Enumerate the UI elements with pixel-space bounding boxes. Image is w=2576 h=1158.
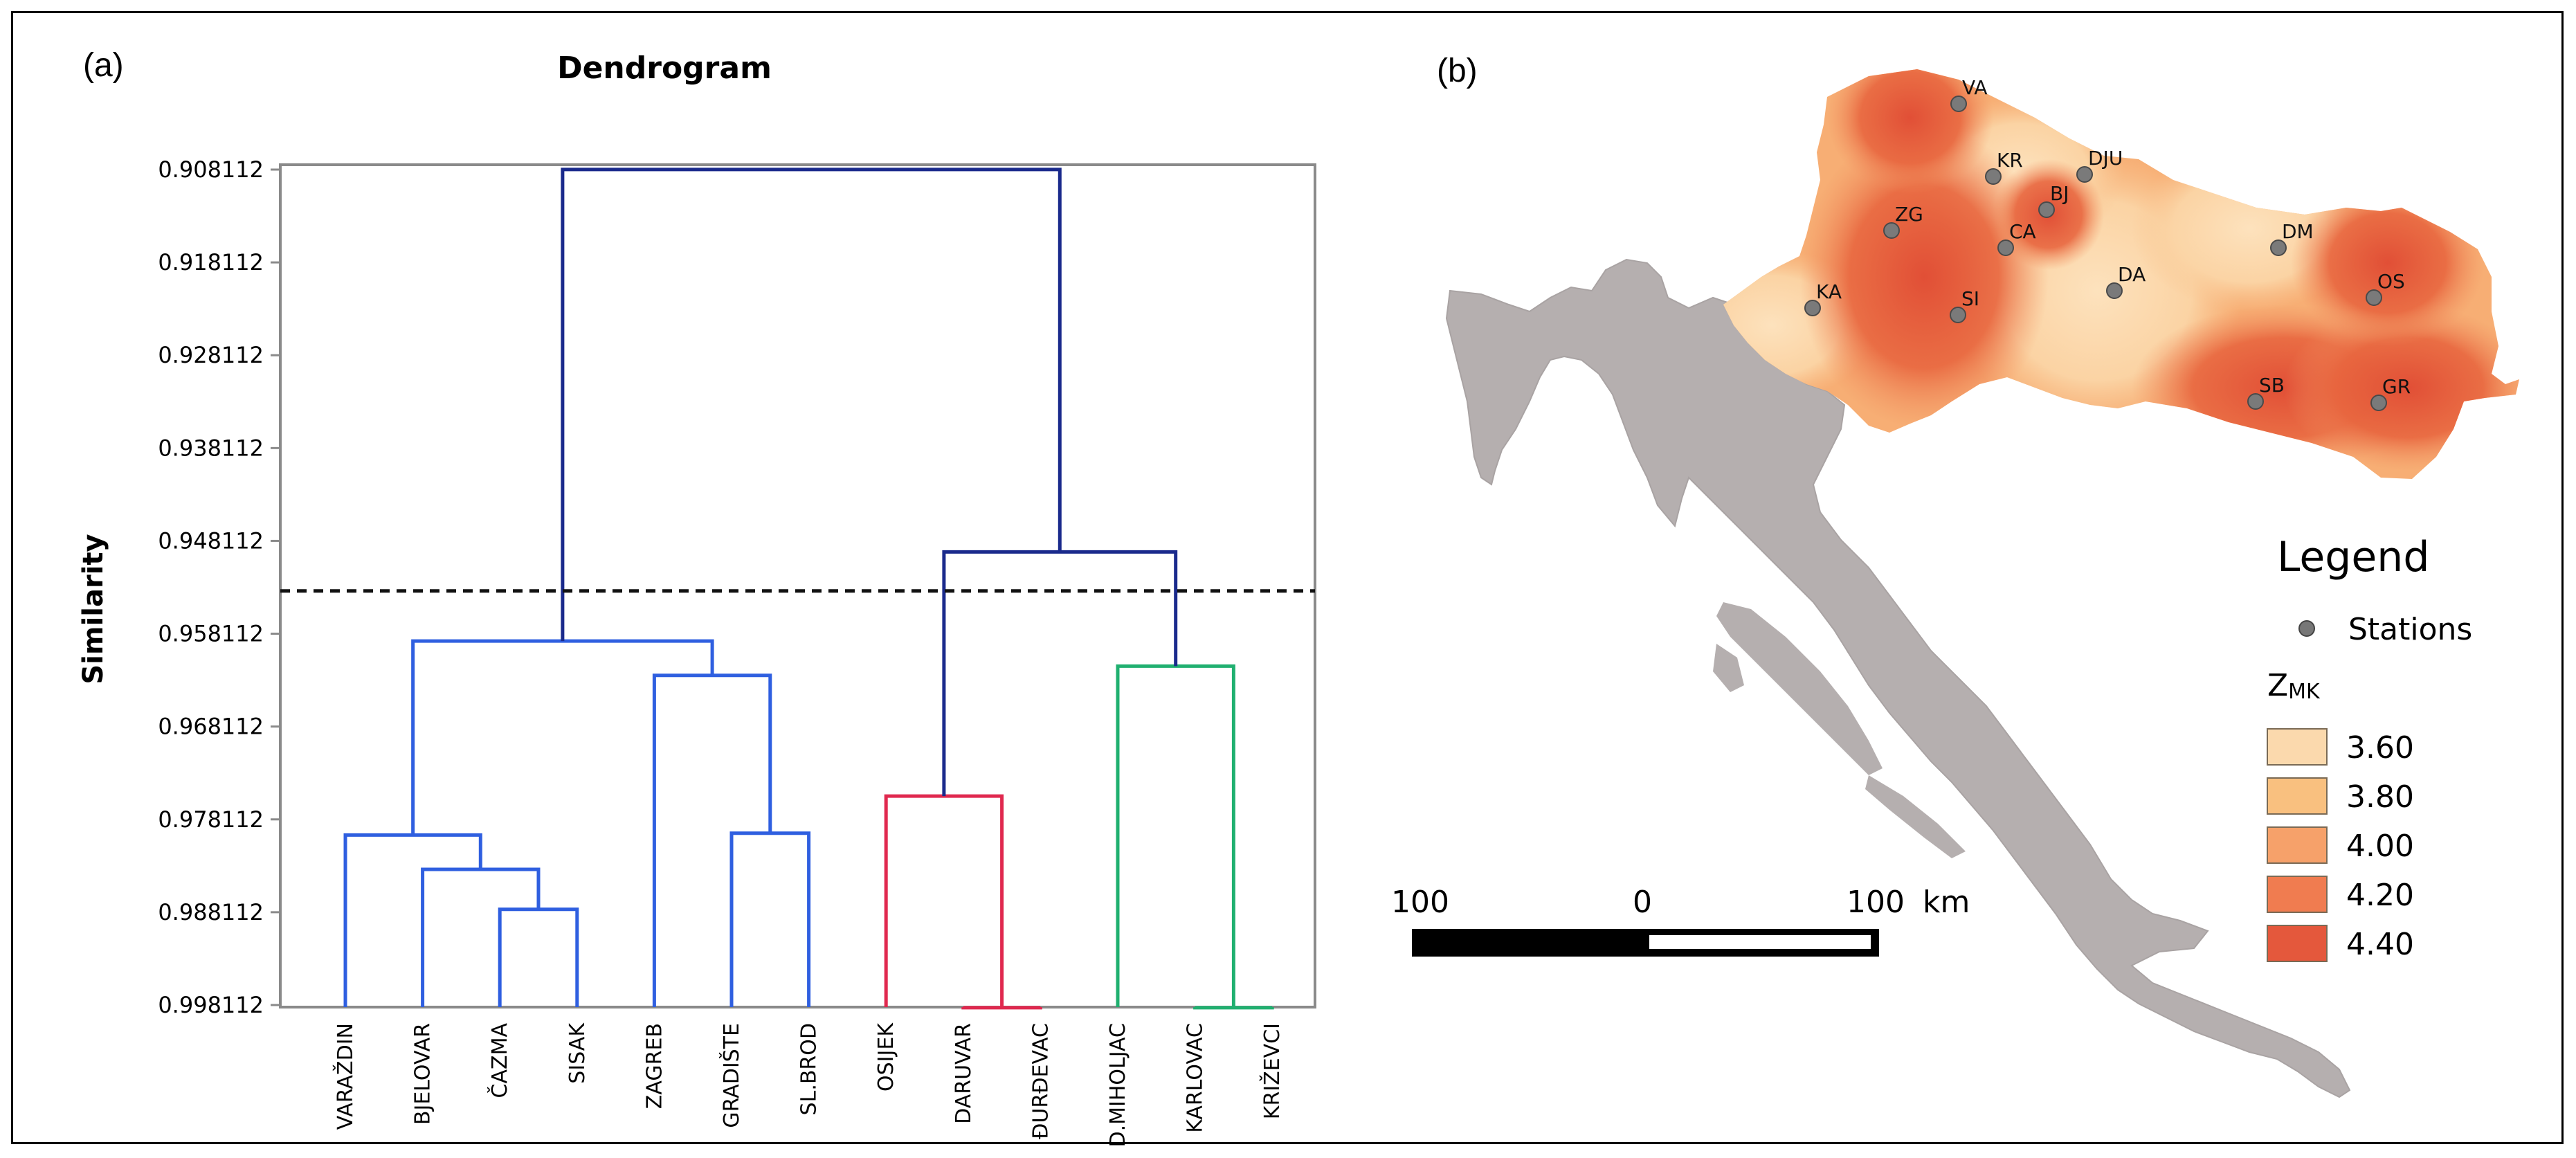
legend-swatch <box>2267 925 2328 962</box>
leaf-label: D.MIHOLJAC <box>1106 1023 1130 1148</box>
leaf-label: KRIŽEVCI <box>1260 1023 1285 1119</box>
scale-mid-label: 0 <box>1633 885 1652 920</box>
scale-bar: 100 0 100 km <box>1391 885 1970 957</box>
y-tick-label: 0.958112 <box>158 621 264 647</box>
scale-right-label: 100 <box>1847 885 1905 920</box>
station-code: SB <box>2259 374 2285 397</box>
station-marker-si <box>1950 307 1966 323</box>
dendrogram-link-m4 <box>729 831 811 1007</box>
zmk-heatmap <box>1723 69 2519 479</box>
y-tick-label: 0.968112 <box>158 714 264 740</box>
leaf-label: SL.BROD <box>797 1023 822 1115</box>
station-code: OS <box>2377 270 2405 293</box>
panel-a-label: (a) <box>83 47 124 84</box>
scale-left-label: 100 <box>1391 885 1449 920</box>
dendrogram-link-m12 <box>561 168 1062 642</box>
station-code: ZG <box>1895 203 1923 226</box>
zmk-letter: Z <box>2267 668 2288 703</box>
leaf-label: VARAŽDIN <box>333 1023 358 1130</box>
zmk-subscript: MK <box>2288 680 2321 704</box>
dendrogram-link-m5 <box>652 673 772 1007</box>
leaf-labels: VARAŽDIN BJELOVAR ČAZMA SISAK ZAGREB GRADIŠTE… <box>333 1022 1285 1148</box>
island <box>1713 644 1744 692</box>
panel-b-label: (b) <box>1437 53 1478 89</box>
y-tick-label: 0.918112 <box>158 249 264 275</box>
station-marker-os <box>2366 289 2382 306</box>
legend-swatch <box>2267 826 2328 864</box>
y-tick-label: 0.938112 <box>158 435 264 461</box>
leaf-label: KARLOVAC <box>1183 1023 1208 1133</box>
station-marker-ka <box>1804 300 1821 316</box>
legend-class-value: 4.20 <box>2346 878 2414 913</box>
dendrogram-link-m10 <box>1116 664 1235 1008</box>
legend-swatch <box>2267 876 2328 913</box>
leaf-label: SISAK <box>565 1022 590 1084</box>
leaf-label: ČAZMA <box>487 1023 512 1098</box>
station-marker-gr <box>2370 395 2387 411</box>
station-code: CA <box>2009 220 2036 243</box>
station-marker-kr <box>1985 168 2002 185</box>
legend-station-marker <box>2298 620 2315 637</box>
scale-bar-white <box>1649 935 1871 949</box>
dendrogram-link-m8 <box>884 794 1004 1008</box>
y-tick-label: 0.928112 <box>158 342 264 368</box>
leaf-label: BJELOVAR <box>411 1023 435 1125</box>
station-marker-sb <box>2247 393 2264 410</box>
y-tick-label: 0.998112 <box>158 992 264 1018</box>
stations-layer: VA KR DJU BJ ZG CA DM DA KA SI OS SB GR <box>1804 76 2411 411</box>
island <box>1716 602 1883 775</box>
y-tick-label: 0.948112 <box>158 527 264 554</box>
leaf-label: GRADIŠTE <box>718 1023 744 1128</box>
station-code: KR <box>1997 149 2023 172</box>
legend-zmk-label: ZMK <box>2267 668 2321 704</box>
legend-class-value: 4.00 <box>2346 829 2414 864</box>
y-tick-label: 0.908112 <box>158 156 264 183</box>
map-legend: Legend Stations ZMK 3.60 3.80 4.00 4.20 4.40 <box>2267 533 2472 962</box>
dendrogram-link-m6 <box>411 639 714 835</box>
chart-title: Dendrogram <box>557 51 772 86</box>
dendrogram-branches <box>343 168 1274 1010</box>
station-code: DJU <box>2088 147 2123 170</box>
station-marker-dju <box>2076 166 2093 183</box>
y-tick-label: 0.988112 <box>158 899 264 925</box>
legend-swatch <box>2267 777 2328 815</box>
station-code: DA <box>2118 263 2146 286</box>
station-marker-bj <box>2038 201 2055 218</box>
station-code: GR <box>2382 375 2411 398</box>
leaf-label: ĐURĐEVAC <box>1028 1023 1053 1139</box>
island <box>1865 775 1966 858</box>
plot-area <box>279 163 1316 1008</box>
dendrogram-link-m3 <box>343 833 482 1007</box>
leaf-label: OSIJEK <box>874 1022 898 1092</box>
scale-unit-label: km <box>1923 885 1970 920</box>
legend-classes: 3.60 3.80 4.00 4.20 4.40 <box>2267 728 2414 962</box>
station-marker-va <box>1950 96 1967 112</box>
station-marker-da <box>2106 282 2123 299</box>
station-marker-zg <box>1883 222 1900 239</box>
y-axis: 0.908112 0.918112 0.928112 0.938112 0.948112… <box>158 156 280 1018</box>
station-marker-ca <box>1997 239 2014 256</box>
station-code: DM <box>2282 220 2314 243</box>
dendrogram-link-m11 <box>942 550 1178 797</box>
station-code: SI <box>1961 287 1979 310</box>
legend-title: Legend <box>2277 533 2429 581</box>
dendrogram-link-m1 <box>498 907 579 1007</box>
legend-class-value: 3.80 <box>2346 779 2414 815</box>
y-tick-label: 0.978112 <box>158 806 264 833</box>
station-code: BJ <box>2050 182 2069 205</box>
station-code: VA <box>1962 76 1988 99</box>
legend-class-value: 4.40 <box>2346 927 2414 962</box>
leaf-label: DARUVAR <box>952 1023 976 1124</box>
legend-stations-label: Stations <box>2348 612 2472 647</box>
y-axis-label: Similarity <box>78 534 109 684</box>
figure-frame <box>11 11 2564 1144</box>
legend-swatch <box>2267 728 2328 766</box>
station-marker-dm <box>2270 239 2287 256</box>
dendrogram-link-m2 <box>421 867 541 1007</box>
station-code: KA <box>1816 280 1842 303</box>
legend-class-value: 3.60 <box>2346 730 2414 766</box>
leaf-label: ZAGREB <box>642 1023 666 1109</box>
